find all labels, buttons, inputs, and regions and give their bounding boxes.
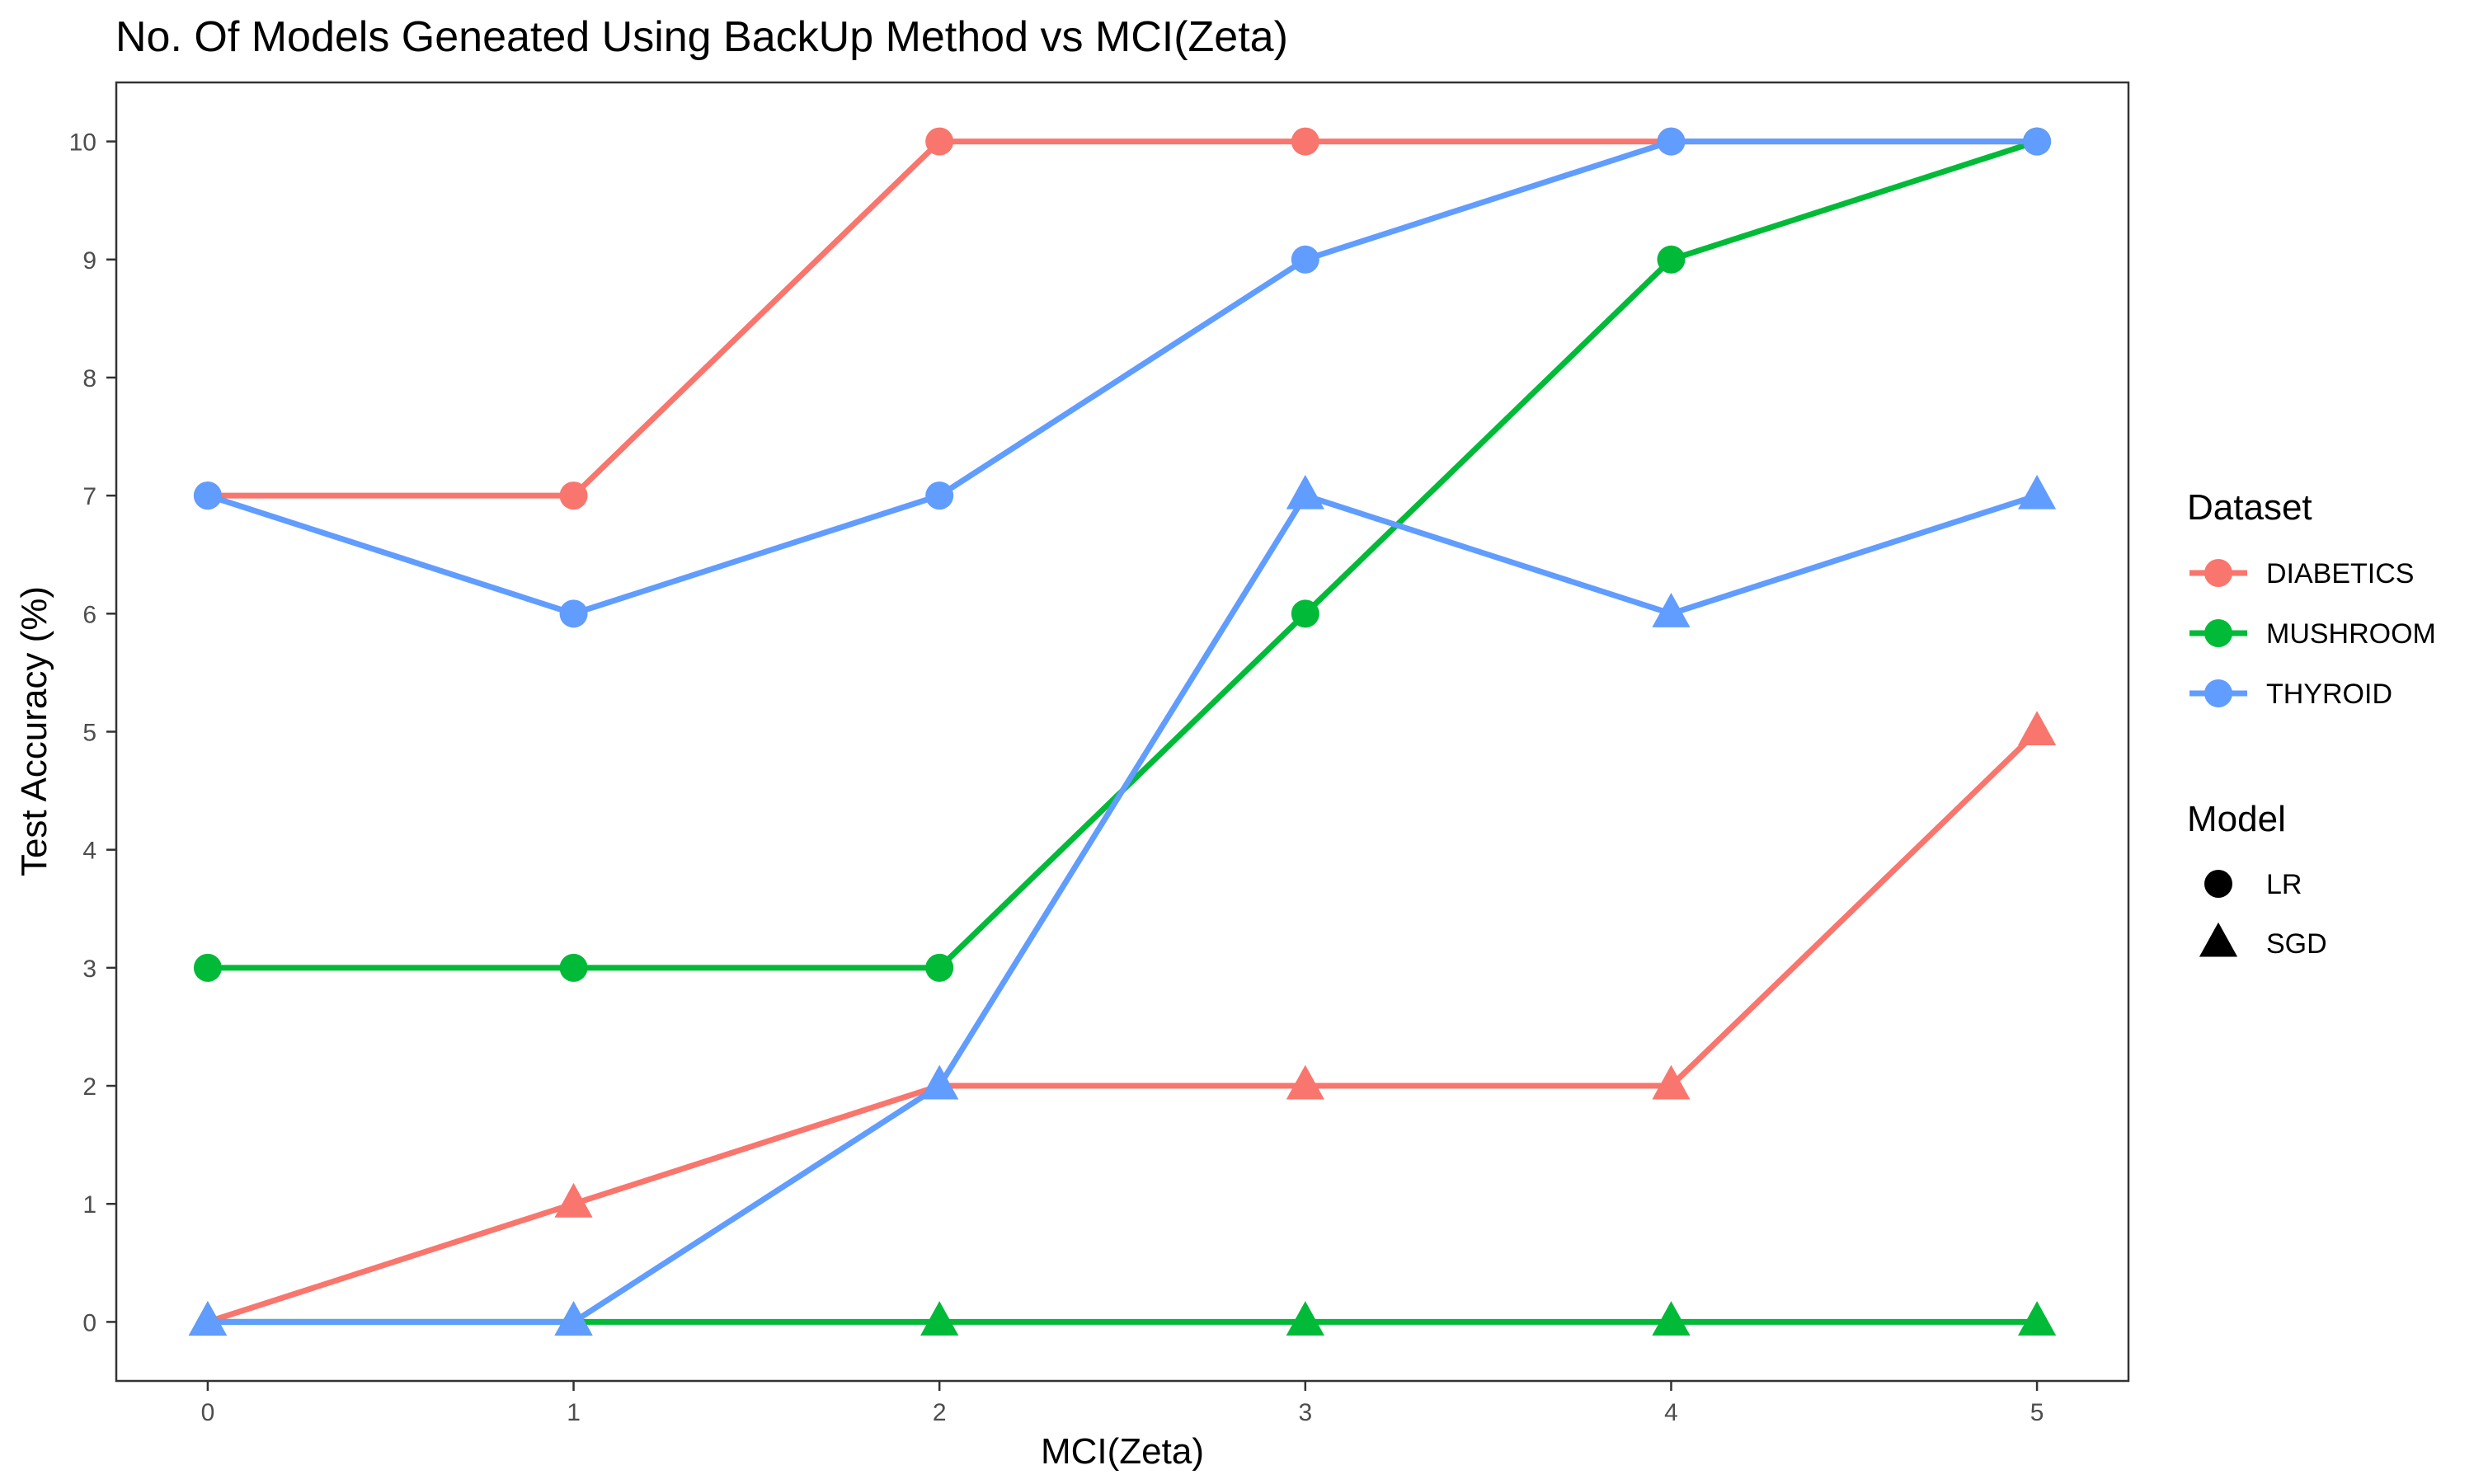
x-tick-label: 2	[933, 1399, 947, 1426]
legend-label-model: LR	[2266, 869, 2302, 900]
legend-key-circle	[2204, 870, 2232, 898]
legend-label-dataset: MUSHROOM	[2266, 618, 2436, 650]
legend-title-model: Model	[2187, 799, 2286, 839]
point-thyroid-lr	[1657, 127, 1686, 156]
point-mushroom-lr	[559, 953, 588, 982]
point-diabetics-sgd	[554, 1182, 593, 1218]
point-mushroom-sgd	[2017, 1301, 2057, 1336]
point-mushroom-lr	[1291, 599, 1319, 628]
point-diabetics-sgd	[1286, 1064, 1324, 1100]
point-diabetics-sgd	[1652, 1064, 1691, 1100]
x-tick-label: 5	[2030, 1399, 2044, 1426]
legend-key-point	[2204, 559, 2232, 587]
y-tick-label: 5	[82, 720, 96, 747]
point-thyroid-sgd	[2017, 474, 2057, 510]
point-thyroid-lr	[559, 599, 588, 628]
series-line-thyroid-sgd	[207, 492, 2039, 1325]
point-thyroid-lr	[925, 481, 954, 510]
series-line-diabetics-sgd	[206, 729, 2039, 1325]
point-mushroom-sgd	[1286, 1301, 1324, 1336]
series-lines	[206, 139, 2039, 1325]
legend: Dataset DIABETICS MUSHROOM THYROID Model L…	[2187, 487, 2436, 960]
series-line-thyroid-lr	[206, 139, 2038, 617]
y-tick-label: 4	[82, 838, 96, 865]
x-axis: 0 1 2 3 4 5	[201, 1381, 2044, 1426]
point-thyroid-sgd	[920, 1064, 959, 1100]
legend-label-dataset: DIABETICS	[2266, 558, 2414, 589]
point-thyroid-sgd	[188, 1301, 228, 1336]
point-mushroom-lr	[1657, 245, 1686, 274]
legend-title-dataset: Dataset	[2187, 487, 2312, 528]
legend-label-dataset: THYROID	[2266, 679, 2392, 710]
y-tick-label: 0	[82, 1309, 96, 1336]
series-points	[188, 127, 2057, 1336]
y-tick-label: 2	[82, 1073, 96, 1101]
legend-key-point	[2204, 679, 2232, 707]
chart-title: No. Of Models Geneated Using BackUp Meth…	[115, 13, 1288, 61]
y-tick-label: 8	[82, 365, 96, 392]
point-thyroid-sgd	[1652, 593, 1691, 627]
point-mushroom-lr	[925, 953, 954, 982]
point-mushroom-sgd	[920, 1301, 959, 1336]
y-tick-label: 10	[69, 129, 96, 157]
point-thyroid-sgd	[1286, 474, 1324, 510]
x-tick-label: 4	[1664, 1399, 1678, 1426]
point-mushroom-lr	[193, 953, 222, 982]
y-tick-label: 9	[82, 247, 96, 275]
y-axis-title: Test Accuracy (%)	[14, 586, 54, 876]
point-thyroid-lr	[1291, 245, 1319, 274]
legend-label-model: SGD	[2266, 928, 2327, 960]
legend-key-point	[2204, 619, 2232, 647]
x-tick-label: 0	[201, 1399, 215, 1426]
y-axis: 0 1 2 3 4 5 6 7 8 9 10	[69, 129, 116, 1336]
y-tick-label: 6	[82, 601, 96, 628]
y-tick-label: 7	[82, 483, 96, 510]
point-mushroom-sgd	[1652, 1301, 1691, 1336]
x-axis-title: MCI(Zeta)	[1041, 1431, 1204, 1472]
y-tick-label: 3	[82, 956, 96, 983]
point-diabetics-sgd	[2017, 711, 2057, 745]
point-diabetics-lr	[1291, 127, 1319, 156]
point-thyroid-lr	[193, 481, 222, 510]
point-thyroid-lr	[2023, 127, 2052, 156]
point-diabetics-lr	[925, 127, 954, 156]
x-tick-label: 3	[1298, 1399, 1312, 1426]
y-tick-label: 1	[82, 1191, 96, 1219]
x-tick-label: 1	[567, 1399, 581, 1426]
point-diabetics-lr	[559, 481, 588, 510]
legend-key-triangle	[2199, 922, 2238, 957]
point-thyroid-sgd	[554, 1301, 593, 1336]
plot-panel	[115, 81, 2130, 1383]
